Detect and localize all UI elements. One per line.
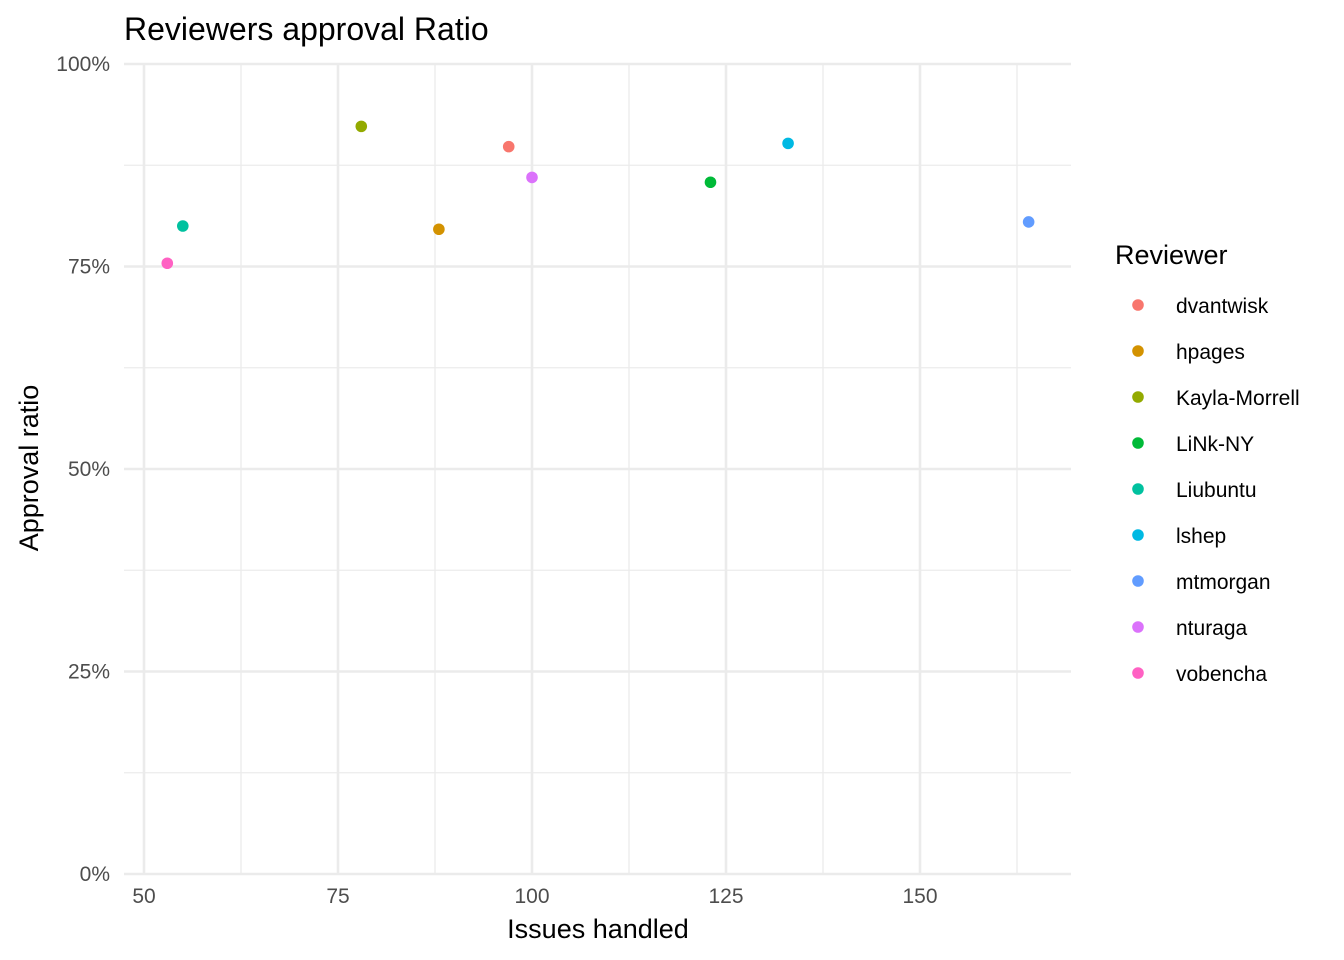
legend-key-dvantwisk <box>1132 299 1144 311</box>
point-kayla-morrell <box>355 120 368 133</box>
x-axis-ticks: 50 75 100 125 150 <box>132 885 937 908</box>
point-vobencha <box>161 257 174 270</box>
legend-label: Liubuntu <box>1176 479 1257 502</box>
point-liubuntu <box>177 220 189 232</box>
legend-label: Kayla-Morrell <box>1176 387 1300 410</box>
legend-label: nturaga <box>1176 617 1248 640</box>
chart-title: Reviewers approval Ratio <box>124 11 489 47</box>
point-mtmorgan <box>1022 216 1035 228</box>
y-axis-title: Approval ratio <box>14 385 44 552</box>
y-tick-label: 25% <box>68 661 110 684</box>
legend-key-link-ny <box>1132 437 1144 449</box>
x-tick-label: 125 <box>708 885 743 908</box>
legend-key-nturaga <box>1132 621 1144 633</box>
x-tick-label: 150 <box>902 885 937 908</box>
legend-label: lshep <box>1176 525 1226 548</box>
point-hpages <box>433 223 445 236</box>
point-lshep <box>782 137 794 150</box>
y-tick-label: 100% <box>56 53 110 76</box>
legend-key-lshep <box>1132 529 1144 541</box>
legend-label: LiNk-NY <box>1176 433 1254 456</box>
x-tick-label: 100 <box>514 885 549 908</box>
point-link-ny <box>704 176 717 189</box>
legend-label: hpages <box>1176 341 1245 364</box>
data-points <box>161 120 1035 270</box>
x-tick-label: 75 <box>326 885 349 908</box>
y-tick-label: 75% <box>68 256 110 279</box>
point-nturaga <box>526 171 538 184</box>
x-axis-title: Issues handled <box>507 914 689 944</box>
legend: Reviewer dvantwisk hpages Kayla-Morrell LiN… <box>1115 240 1300 686</box>
y-axis-ticks: 0% 25% 50% 75% 100% <box>56 53 110 886</box>
legend-key-kayla-morrell <box>1132 391 1144 403</box>
x-tick-label: 50 <box>132 885 155 908</box>
y-tick-label: 50% <box>68 458 110 481</box>
legend-key-hpages <box>1132 345 1144 357</box>
y-tick-label: 0% <box>80 863 110 886</box>
legend-label: vobencha <box>1176 663 1267 686</box>
legend-title: Reviewer <box>1115 240 1228 270</box>
legend-label: mtmorgan <box>1176 571 1271 594</box>
legend-label: dvantwisk <box>1176 295 1269 318</box>
major-gridlines <box>124 62 1071 876</box>
legend-items: dvantwisk hpages Kayla-Morrell LiNk-NY Liubu… <box>1132 295 1300 686</box>
legend-key-vobencha <box>1132 667 1144 679</box>
legend-key-mtmorgan <box>1132 575 1144 587</box>
legend-key-liubuntu <box>1132 483 1144 495</box>
point-dvantwisk <box>502 140 515 153</box>
